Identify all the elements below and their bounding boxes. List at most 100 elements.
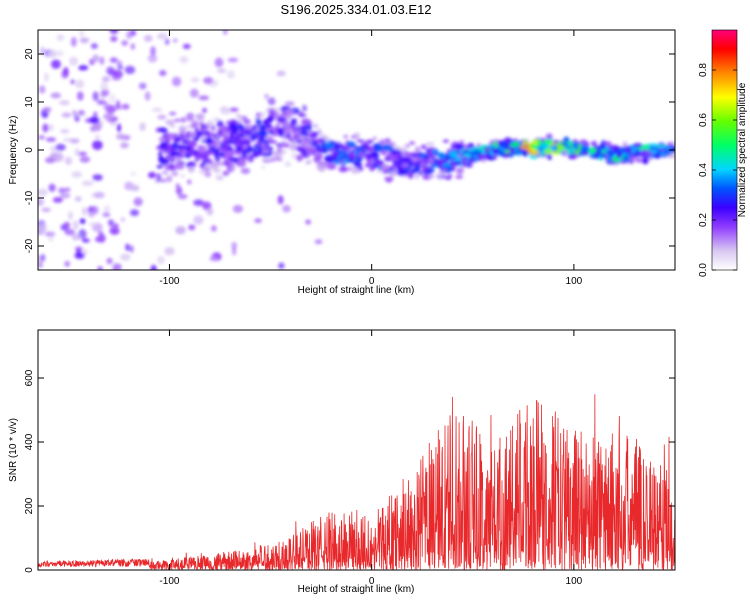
signal-blob (236, 124, 244, 130)
colorbar-tick-label: 0.6 (698, 113, 709, 127)
signal-blob (425, 142, 435, 146)
signal-blob (178, 125, 187, 132)
noise-blob (103, 205, 111, 213)
signal-blob (176, 159, 182, 164)
signal-blob (566, 151, 574, 155)
signal-blob (213, 150, 221, 158)
signal-blob (280, 141, 287, 145)
noise-blob (38, 188, 48, 197)
noise-blob (79, 218, 86, 225)
signal-blob (351, 166, 358, 174)
signal-blob (317, 164, 327, 172)
signal-blob (536, 139, 543, 146)
signal-blob (461, 158, 468, 166)
signal-blob (599, 145, 607, 151)
signal-blob (492, 150, 499, 155)
noise-blob (130, 184, 140, 192)
noise-blob (193, 215, 204, 225)
noise-blob (159, 70, 167, 77)
noise-blob (139, 122, 146, 131)
spectrogram-y-tick-label: 0 (24, 147, 35, 153)
noise-blob (109, 69, 118, 77)
noise-blob (106, 104, 116, 115)
signal-blob (668, 152, 674, 159)
signal-blob (284, 161, 292, 167)
noise-blob (72, 220, 79, 230)
signal-blob (247, 156, 254, 163)
noise-blob (53, 152, 64, 162)
signal-blob (372, 136, 377, 141)
signal-blob (295, 155, 300, 160)
signal-blob (353, 161, 363, 169)
noise-blob (150, 264, 157, 270)
noise-blob (59, 192, 71, 199)
signal-blob (279, 130, 285, 138)
signal-blob (205, 132, 216, 137)
signal-blob (596, 149, 602, 154)
noise-blob (64, 260, 71, 267)
snr-x-label: Height of straight line (km) (298, 584, 415, 595)
signal-blob (158, 136, 165, 143)
noise-blob (48, 232, 54, 243)
signal-blob (401, 162, 409, 169)
noise-blob (124, 65, 136, 75)
signal-blob (376, 169, 384, 173)
signal-blob (170, 142, 179, 150)
signal-blob (346, 158, 353, 163)
signal-blob (633, 153, 640, 158)
noise-blob (164, 247, 175, 256)
signal-blob (284, 101, 295, 107)
spectrogram-x-label: Height of straight line (km) (298, 285, 415, 296)
signal-blob (356, 139, 364, 143)
signal-blob (479, 153, 488, 160)
signal-blob (287, 128, 293, 133)
noise-blob (144, 91, 151, 101)
signal-blob (418, 172, 423, 176)
signal-blob (213, 117, 220, 122)
signal-blob (179, 148, 185, 153)
noise-blob (81, 180, 93, 187)
signal-blob (486, 144, 496, 149)
signal-blob (262, 119, 270, 125)
signal-blob (173, 118, 183, 122)
signal-blob (308, 148, 317, 156)
signal-blob (588, 154, 598, 159)
signal-blob (347, 155, 357, 160)
noise-blob (70, 79, 75, 85)
signal-blob (282, 123, 291, 128)
noise-blob (38, 224, 48, 233)
signal-blob (194, 127, 199, 133)
noise-blob (64, 156, 73, 165)
noise-blob (226, 70, 235, 79)
noise-blob (129, 209, 140, 217)
signal-blob (547, 153, 553, 160)
noise-blob (62, 67, 69, 77)
signal-blob (267, 123, 273, 129)
signal-blob (448, 150, 457, 158)
signal-blob (438, 152, 446, 160)
signal-blob (328, 141, 334, 146)
signal-blob (211, 167, 221, 173)
noise-blob (130, 43, 136, 50)
signal-blob (650, 149, 658, 154)
signal-blob (175, 162, 185, 170)
signal-blob (195, 113, 205, 121)
signal-blob (429, 165, 435, 169)
noise-blob (209, 256, 219, 262)
noise-blob (90, 43, 98, 49)
signal-blob (159, 158, 170, 165)
noise-blob (94, 191, 105, 199)
signal-blob (260, 111, 266, 119)
signal-blob (630, 148, 636, 152)
noise-blob (50, 92, 62, 99)
noise-blob (278, 262, 285, 269)
signal-blob (205, 137, 214, 145)
signal-blob (440, 168, 448, 173)
noise-blob (74, 147, 80, 157)
signal-blob (656, 144, 666, 149)
colorbar-tick-label: 0.4 (698, 163, 709, 177)
noise-blob (217, 68, 227, 74)
signal-blob (283, 110, 293, 114)
signal-blob (268, 129, 274, 135)
